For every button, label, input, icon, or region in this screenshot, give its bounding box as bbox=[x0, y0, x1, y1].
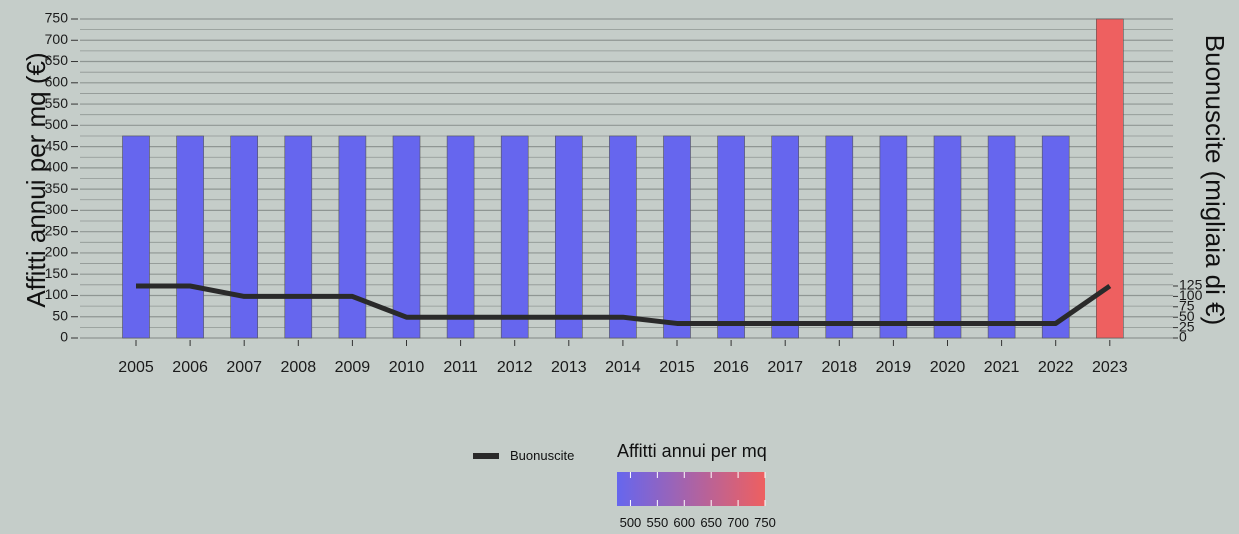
bar-2008 bbox=[284, 135, 313, 339]
left-tick-label: 300 bbox=[45, 201, 69, 217]
left-tick-label: 150 bbox=[45, 265, 69, 281]
right-tick-label: 0 bbox=[1179, 329, 1187, 345]
bar-2013 bbox=[554, 135, 583, 339]
x-tick-label: 2018 bbox=[822, 359, 858, 376]
legend-line-key bbox=[473, 453, 499, 459]
left-tick-label: 450 bbox=[45, 137, 69, 153]
bar-2015 bbox=[663, 135, 691, 339]
colorbar-tick-label: 600 bbox=[673, 515, 695, 530]
bar-2009 bbox=[338, 135, 367, 339]
legend-colorbar-title: Affitti annui per mq bbox=[617, 441, 767, 461]
left-tick-label: 400 bbox=[45, 159, 69, 175]
left-tick-label: 650 bbox=[45, 52, 69, 68]
bar-2014 bbox=[609, 135, 637, 339]
colorbar-tick-label: 500 bbox=[620, 515, 642, 530]
left-tick-label: 250 bbox=[45, 222, 69, 238]
right-axis-title: Buonuscite (migliaia di €) bbox=[1200, 35, 1230, 325]
bar-2005 bbox=[122, 135, 150, 339]
legend-line-label: Buonuscite bbox=[510, 448, 574, 463]
bar-2011 bbox=[446, 135, 475, 339]
legend-colorbar bbox=[617, 472, 765, 506]
legend: Buonuscite Affitti annui per mq 500 550 60… bbox=[473, 441, 776, 530]
left-tick-label: 750 bbox=[45, 10, 69, 26]
left-tick-label: 500 bbox=[45, 116, 69, 132]
x-axis-ticks: 2005 2006 2007 2008 2009 2010 2011 2012 2013 2014… bbox=[118, 340, 1128, 376]
bar-2006 bbox=[176, 135, 204, 339]
colorbar-tick-label: 550 bbox=[647, 515, 669, 530]
left-tick-label: 200 bbox=[45, 244, 69, 260]
x-tick-label: 2012 bbox=[497, 359, 533, 376]
legend-colorbar-ticks: 500 550 600 650 700 750 bbox=[620, 472, 776, 530]
x-tick-label: 2015 bbox=[659, 359, 695, 376]
x-tick-label: 2020 bbox=[930, 359, 966, 376]
x-tick-label: 2016 bbox=[713, 359, 749, 376]
bar-2018 bbox=[825, 135, 854, 339]
x-tick-label: 2008 bbox=[281, 359, 317, 376]
left-tick-label: 550 bbox=[45, 95, 69, 111]
bar-2020 bbox=[933, 135, 962, 339]
x-tick-label: 2005 bbox=[118, 359, 154, 376]
right-tick-label: 100 bbox=[1179, 287, 1203, 303]
left-axis-title: Affitti annui per mq (€) bbox=[21, 52, 51, 307]
right-tick-label: 125 bbox=[1179, 277, 1203, 293]
left-tick-label: 600 bbox=[45, 74, 69, 90]
x-tick-label: 2006 bbox=[172, 359, 208, 376]
bar-2019 bbox=[879, 135, 908, 339]
x-tick-label: 2023 bbox=[1092, 359, 1128, 376]
x-tick-label: 2011 bbox=[443, 359, 478, 376]
bar-2017 bbox=[771, 135, 800, 339]
bars bbox=[122, 18, 1124, 339]
bar-2023 bbox=[1096, 18, 1124, 339]
left-tick-label: 50 bbox=[52, 307, 68, 323]
colorbar-tick-label: 650 bbox=[700, 515, 722, 530]
x-tick-label: 2013 bbox=[551, 359, 587, 376]
right-tick-label: 75 bbox=[1179, 298, 1195, 314]
x-tick-label: 2010 bbox=[389, 359, 425, 376]
left-tick-label: 700 bbox=[45, 31, 69, 47]
x-tick-label: 2019 bbox=[876, 359, 912, 376]
colorbar-tick-label: 750 bbox=[754, 515, 776, 530]
buonuscite-line bbox=[136, 283, 1112, 326]
x-tick-label: 2021 bbox=[984, 359, 1020, 376]
bar-2010 bbox=[392, 135, 421, 339]
left-tick-label: 100 bbox=[45, 286, 69, 302]
bar-2012 bbox=[500, 135, 529, 339]
bar-2021 bbox=[987, 135, 1016, 339]
x-tick-label: 2014 bbox=[605, 359, 641, 376]
left-tick-label: 0 bbox=[60, 329, 68, 345]
bar-2007 bbox=[230, 135, 258, 339]
bar-2022 bbox=[1041, 135, 1070, 339]
left-tick-label: 350 bbox=[45, 180, 69, 196]
buonuscite-polyline bbox=[136, 283, 1112, 326]
x-tick-label: 2022 bbox=[1038, 359, 1074, 376]
x-tick-label: 2017 bbox=[767, 359, 803, 376]
left-axis-ticks: 0 50 100 150 200 250 300 350 400 450 500 550 600 650 7… bbox=[45, 10, 78, 345]
right-tick-label: 25 bbox=[1179, 318, 1195, 334]
colorbar-tick-label: 700 bbox=[727, 515, 749, 530]
x-tick-label: 2007 bbox=[226, 359, 262, 376]
bar-2016 bbox=[717, 135, 745, 339]
right-tick-label: 50 bbox=[1179, 308, 1195, 324]
x-tick-label: 2009 bbox=[335, 359, 371, 376]
